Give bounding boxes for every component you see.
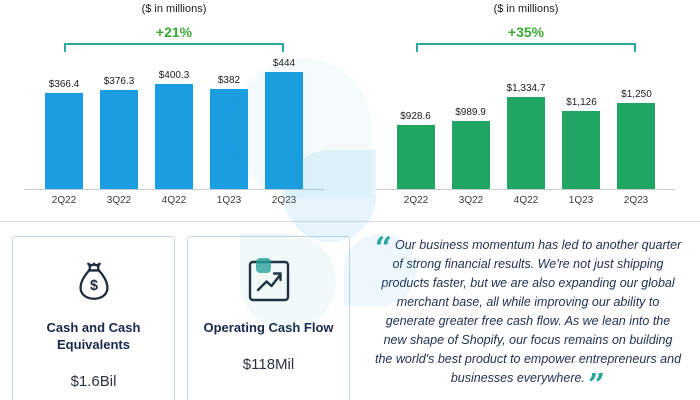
charts-row: ($ in millions) +21% $366.4 $376.3 $400.3 $… <box>24 3 676 206</box>
bar-value-label: $928.6 <box>400 111 431 122</box>
quote-attribution: Harley Finkelstein, President <box>374 397 682 400</box>
growth-annotation: +35% <box>507 24 545 40</box>
growth-annotation: +21% <box>155 24 193 40</box>
bar-value-label: $1,334.7 <box>506 83 546 94</box>
bar-group: $989.9 <box>451 107 490 189</box>
bar-value-label: $444 <box>272 58 296 69</box>
bar <box>617 103 656 189</box>
bar-chart-right: ($ in millions) +35% $928.6 $989.9 $1,334.… <box>376 3 676 206</box>
bar-chart-left: ($ in millions) +21% $366.4 $376.3 $400.3 $… <box>24 3 324 206</box>
growth-bracket <box>416 43 636 52</box>
category-label: 3Q22 <box>106 195 132 206</box>
bar-group: $444 <box>265 58 303 189</box>
bar <box>507 97 545 189</box>
bar-group: $382 <box>210 75 248 189</box>
category-row: 2Q22 3Q22 4Q22 1Q23 2Q23 <box>376 195 676 206</box>
card-label: Cash and Cash Equivalents <box>46 320 141 352</box>
bar-group: $1,334.7 <box>506 83 546 189</box>
category-label: 4Q22 <box>513 195 539 206</box>
quote-block: “Our business momentum has led to anothe… <box>362 234 688 400</box>
bar-value-label: $989.9 <box>455 107 486 118</box>
bar <box>100 90 138 189</box>
bar-group: $928.6 <box>396 111 435 189</box>
bar-value-label: $1,126 <box>566 97 597 108</box>
bar-value-label: $1,250 <box>621 89 652 100</box>
bar <box>210 89 248 189</box>
bar-value-label: $366.4 <box>48 79 80 90</box>
card-value: $1.6Bil <box>70 372 117 390</box>
growth-bracket <box>64 43 284 52</box>
category-label: 2Q23 <box>271 195 297 206</box>
bar-group: $376.3 <box>100 76 138 189</box>
category-label: 1Q23 <box>568 195 594 206</box>
category-label: 2Q22 <box>403 195 429 206</box>
card-value: $118Mil <box>242 355 295 373</box>
cash-equivalents-card: $ Cash and Cash Equivalents $1.6Bil <box>12 236 175 400</box>
bar-value-label: $400.3 <box>158 70 190 81</box>
close-quote-mark: ” <box>587 368 606 400</box>
category-label: 4Q22 <box>161 195 187 206</box>
chart-subtitle: ($ in millions) <box>493 3 559 15</box>
quote-text: “Our business momentum has led to anothe… <box>374 234 682 400</box>
category-label: 1Q23 <box>216 195 242 206</box>
bar <box>265 72 303 189</box>
bar-value-label: $382 <box>217 75 241 86</box>
bar <box>45 93 83 189</box>
operating-cash-flow-card: Operating Cash Flow $118Mil <box>187 236 350 400</box>
bar-group: $400.3 <box>155 70 193 189</box>
svg-text:$: $ <box>90 278 98 294</box>
category-label: 3Q22 <box>458 195 484 206</box>
bar-value-label: $376.3 <box>103 76 135 87</box>
chart-up-icon <box>198 255 339 307</box>
bar <box>396 125 435 189</box>
chart-subtitle: ($ in millions) <box>141 3 207 15</box>
category-label: 2Q23 <box>623 195 649 206</box>
bar-group: $366.4 <box>45 79 83 189</box>
bar <box>451 121 490 189</box>
quote-body: Our business momentum has led to another… <box>374 238 682 385</box>
bottom-row: $ Cash and Cash Equivalents $1.6Bil Oper… <box>0 222 700 400</box>
money-bag-icon: $ <box>23 255 164 307</box>
bar-area: $928.6 $989.9 $1,334.7 $1,126 $1,250 <box>376 54 676 190</box>
bar <box>155 84 193 189</box>
category-label: 2Q22 <box>51 195 77 206</box>
category-row: 2Q22 3Q22 4Q22 1Q23 2Q23 <box>24 195 324 206</box>
section-divider <box>0 221 700 222</box>
bar-area: $366.4 $376.3 $400.3 $382 $444 <box>24 54 324 190</box>
bar <box>562 111 601 189</box>
bar-group: $1,126 <box>562 97 601 189</box>
card-label: Operating Cash Flow <box>203 320 334 335</box>
open-quote-mark: “ <box>374 231 392 266</box>
bar-group: $1,250 <box>617 89 656 189</box>
